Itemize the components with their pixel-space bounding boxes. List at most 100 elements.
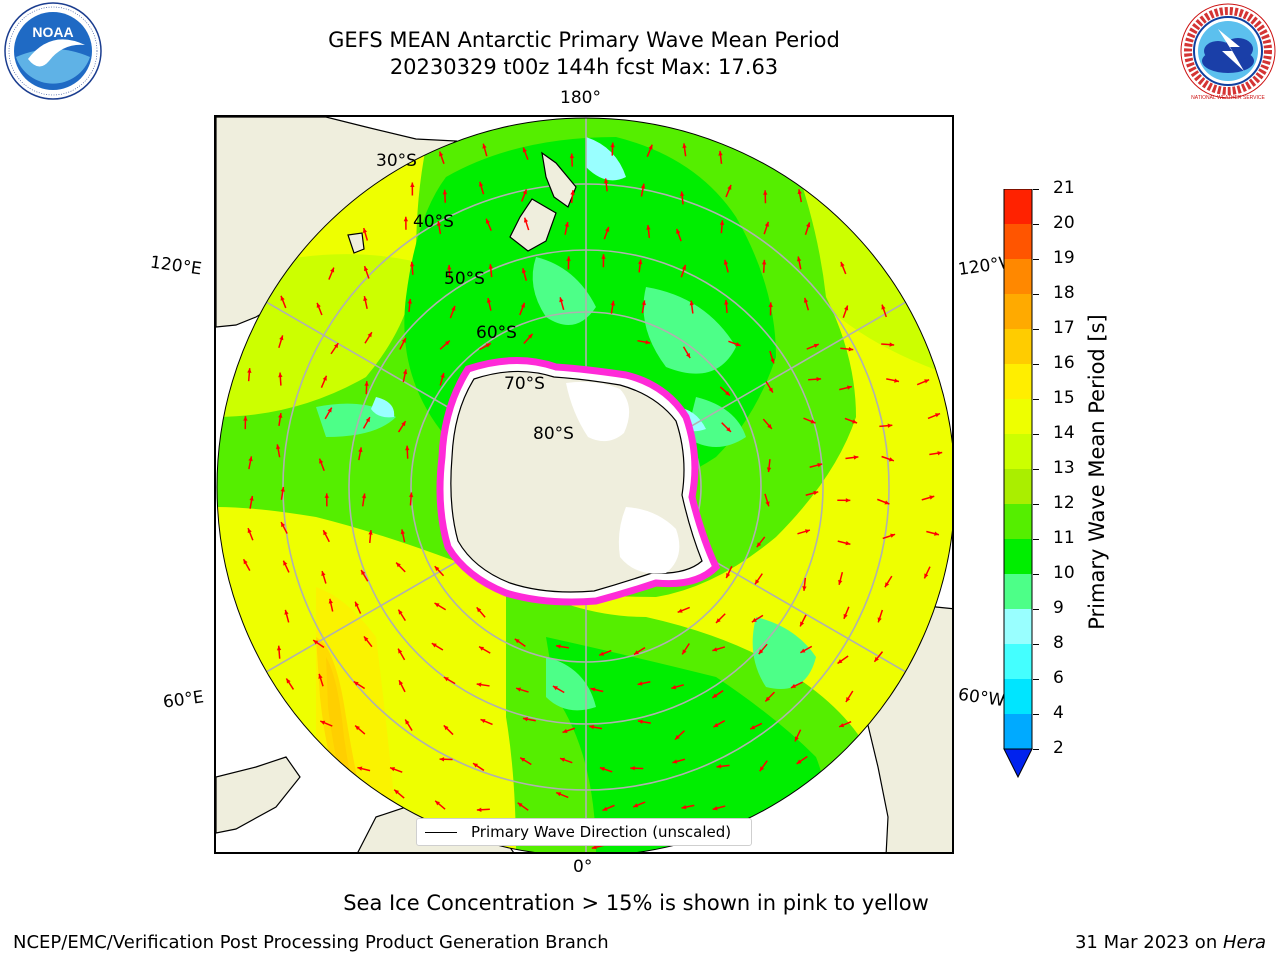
wave-arrow-head [447,264,452,270]
wave-arrow-head [355,725,360,731]
wave-arrow-head [716,764,722,769]
wave-arrow-head [523,717,528,722]
colorbar-band [1004,469,1032,504]
wave-arrow-head [853,455,859,460]
wave-arrow-head [249,495,254,501]
wave-arrow-head [735,342,741,347]
wave-arrow-head [520,757,526,762]
wave-arrow-head [313,640,319,645]
wave-arrow-head [689,300,694,306]
wave-arrow-head [445,340,450,346]
wave-arrow-head [439,151,444,157]
lon-label-upper-left: 120°E [148,252,203,280]
wave-arrow-head [358,447,363,453]
colorbar-tick-mark [1033,609,1039,610]
colorbar-band [1004,189,1032,224]
wave-arrow-head [434,603,440,608]
wave-arrow-head [281,522,286,528]
wave-arrow-head [361,570,366,576]
lon-label-lower-right: 60°W [956,684,1007,712]
colorbar-tick-label: 4 [1053,703,1064,723]
wave-arrow-head [402,369,408,375]
colorbar-tick-label: 20 [1053,213,1075,233]
wave-arrow-head [765,501,770,507]
wave-arrow-head [410,182,415,188]
colorbar-label: Primary Wave Mean Period [s] [1085,314,1109,630]
wave-arrow-head [810,419,816,424]
wave-arrow-head [754,579,760,585]
wave-arrow-head [765,696,771,702]
wave-arrow-head [813,343,819,348]
wave-arrow-head [367,332,372,338]
footer-date: 31 Mar 2023 on Hera [1075,932,1266,953]
wave-arrow-head [845,697,851,703]
wave-arrow-head [633,803,639,808]
colorbar-tick-label: 8 [1053,633,1064,653]
wave-arrow-head [637,681,643,686]
wave-arrow-head [355,601,360,607]
wave-arrow-head [405,445,410,451]
lon-label-top: 180° [560,88,601,108]
wave-arrow-head [881,304,886,310]
wave-arrow-head [679,191,685,197]
wave-arrow-head [638,719,643,724]
wave-arrow-head [390,767,396,772]
wave-arrow-head [440,372,445,378]
wave-arrow-head [280,295,285,301]
wave-arrow-head [723,259,729,265]
legend-line-symbol [425,831,457,833]
wave-arrow-head [935,413,941,418]
wave-arrow-head [837,659,843,664]
wave-arrow-head [401,421,406,427]
wave-arrow-head [473,763,479,768]
colorbar-tick-label: 21 [1053,178,1075,198]
wave-arrow-head [248,456,253,462]
wave-arrow-head [794,736,799,742]
wave-arrow-head [641,300,646,306]
wave-arrow-head [750,725,756,730]
wave-arrow-head [520,302,525,308]
lat-label-30s: 30°S [376,151,417,171]
wave-arrow-head [243,559,248,565]
wave-arrow-head [712,693,718,698]
wave-arrow-head [243,416,248,421]
colorbar-band [1004,294,1032,329]
tasmania [347,232,365,254]
wave-arrow-head [476,807,482,812]
wave-arrow-head [431,643,437,648]
colorbar-tick-label: 11 [1053,528,1075,548]
colorbar-band [1004,399,1032,434]
colorbar-tick-mark [1033,329,1039,330]
wave-arrow-head [559,297,564,303]
noaa-logo-text: NOAA [32,24,73,40]
wave-arrow-head [247,528,252,534]
wave-arrow-head [768,387,773,393]
wave-arrow-head [363,296,368,301]
wave-arrow-head [320,720,326,725]
wave-arrow-head [848,347,854,352]
wave-arrow-head [436,221,442,226]
wave-arrow-head [843,613,848,619]
wave-arrow-head [937,451,943,456]
colorbar-tick-mark [1033,679,1039,680]
colorbar-tick-label: 19 [1053,248,1075,268]
wave-arrow-head [839,723,845,728]
wave-arrow-head [675,734,680,740]
wave-arrow-head [599,651,605,656]
colorbar-band [1004,434,1032,469]
wave-arrow-head [610,142,615,148]
colorbar-tick-mark [1033,399,1039,400]
colorbar-tick-mark [1033,189,1039,190]
new-zealand-south [509,198,557,252]
wave-arrow-head [767,424,772,429]
colorbar-tick-label: 15 [1053,388,1075,408]
wave-arrow-head [566,256,571,261]
wave-arrow-head [398,648,403,654]
colorbar-tick-mark [1033,224,1039,225]
wave-direction-arrows [242,142,943,850]
wave-arrow-head [283,560,288,566]
wave-arrow-head [806,222,811,228]
legend-label: Primary Wave Direction (unscaled) [471,823,732,841]
colorbar-tick-mark [1033,504,1039,505]
wave-arrow-head [640,183,646,189]
